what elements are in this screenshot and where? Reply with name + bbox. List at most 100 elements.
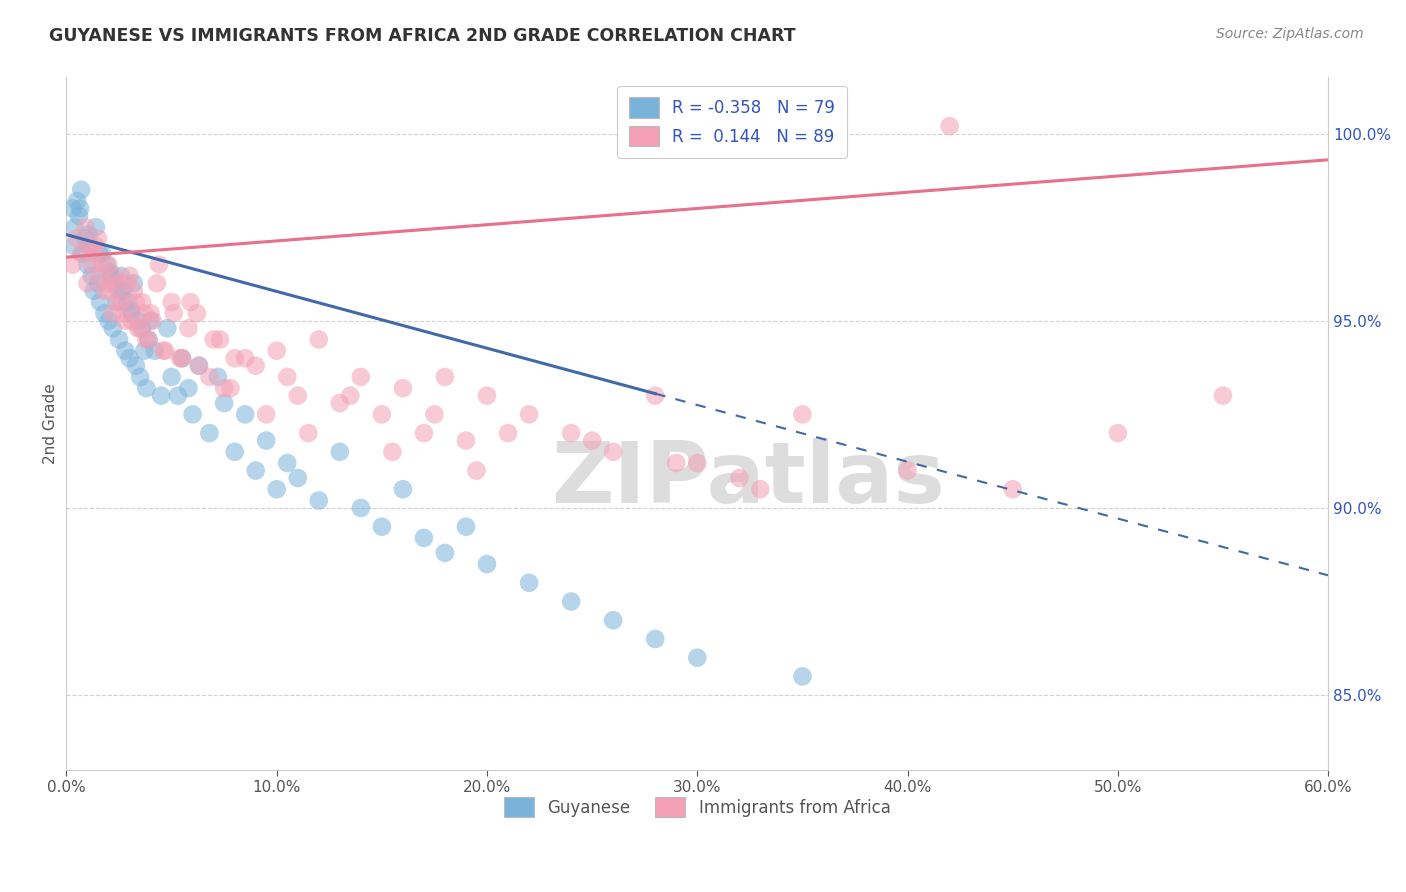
Point	[101, 321, 124, 335]
Point	[146, 277, 169, 291]
Point	[84, 220, 107, 235]
Point	[938, 119, 960, 133]
Point	[287, 389, 309, 403]
Point	[93, 284, 115, 298]
Point	[114, 314, 136, 328]
Point	[139, 306, 162, 320]
Point	[329, 444, 352, 458]
Point	[91, 258, 114, 272]
Point	[177, 321, 200, 335]
Text: Source: ZipAtlas.com: Source: ZipAtlas.com	[1216, 27, 1364, 41]
Point	[89, 295, 111, 310]
Point	[219, 381, 242, 395]
Point	[224, 351, 246, 366]
Point	[602, 613, 624, 627]
Point	[62, 239, 84, 253]
Point	[110, 268, 132, 283]
Point	[297, 426, 319, 441]
Point	[63, 220, 86, 235]
Point	[224, 444, 246, 458]
Point	[114, 343, 136, 358]
Point	[167, 389, 190, 403]
Point	[79, 239, 101, 253]
Point	[134, 343, 156, 358]
Point	[392, 381, 415, 395]
Point	[62, 202, 84, 216]
Point	[202, 333, 225, 347]
Point	[97, 314, 120, 328]
Point	[69, 202, 91, 216]
Point	[80, 258, 103, 272]
Point	[180, 295, 202, 310]
Point	[496, 426, 519, 441]
Point	[120, 302, 142, 317]
Point	[1107, 426, 1129, 441]
Point	[665, 456, 688, 470]
Point	[87, 246, 110, 260]
Point	[134, 306, 156, 320]
Point	[433, 370, 456, 384]
Point	[644, 632, 666, 646]
Point	[792, 408, 814, 422]
Point	[212, 381, 235, 395]
Point	[644, 389, 666, 403]
Point	[475, 389, 498, 403]
Point	[413, 531, 436, 545]
Point	[84, 239, 107, 253]
Point	[76, 277, 98, 291]
Point	[131, 295, 153, 310]
Point	[208, 333, 231, 347]
Point	[138, 333, 160, 347]
Point	[89, 268, 111, 283]
Point	[121, 314, 143, 328]
Point	[142, 314, 165, 328]
Point	[75, 220, 97, 235]
Point	[212, 396, 235, 410]
Point	[177, 381, 200, 395]
Point	[245, 463, 267, 477]
Legend: Guyanese, Immigrants from Africa: Guyanese, Immigrants from Africa	[498, 790, 897, 824]
Point	[392, 482, 415, 496]
Point	[91, 246, 114, 260]
Point	[602, 444, 624, 458]
Point	[125, 359, 148, 373]
Point	[148, 258, 170, 272]
Point	[381, 444, 404, 458]
Point	[181, 408, 204, 422]
Point	[1001, 482, 1024, 496]
Point	[686, 650, 709, 665]
Point	[70, 183, 93, 197]
Point	[135, 333, 157, 347]
Point	[517, 575, 540, 590]
Point	[371, 519, 394, 533]
Point	[75, 231, 97, 245]
Point	[413, 426, 436, 441]
Point	[1212, 389, 1234, 403]
Point	[83, 284, 105, 298]
Point	[129, 321, 152, 335]
Point	[100, 268, 122, 283]
Point	[139, 314, 162, 328]
Point	[93, 306, 115, 320]
Point	[350, 370, 373, 384]
Point	[308, 493, 330, 508]
Point	[96, 258, 118, 272]
Point	[138, 333, 160, 347]
Point	[728, 471, 751, 485]
Point	[198, 426, 221, 441]
Point	[112, 284, 135, 298]
Point	[897, 463, 920, 477]
Point	[108, 284, 131, 298]
Point	[287, 471, 309, 485]
Point	[62, 258, 84, 272]
Point	[207, 370, 229, 384]
Point	[155, 343, 177, 358]
Point	[87, 231, 110, 245]
Point	[127, 314, 149, 328]
Point	[517, 408, 540, 422]
Point	[245, 359, 267, 373]
Point	[186, 306, 208, 320]
Point	[233, 351, 256, 366]
Point	[581, 434, 603, 448]
Point	[87, 277, 110, 291]
